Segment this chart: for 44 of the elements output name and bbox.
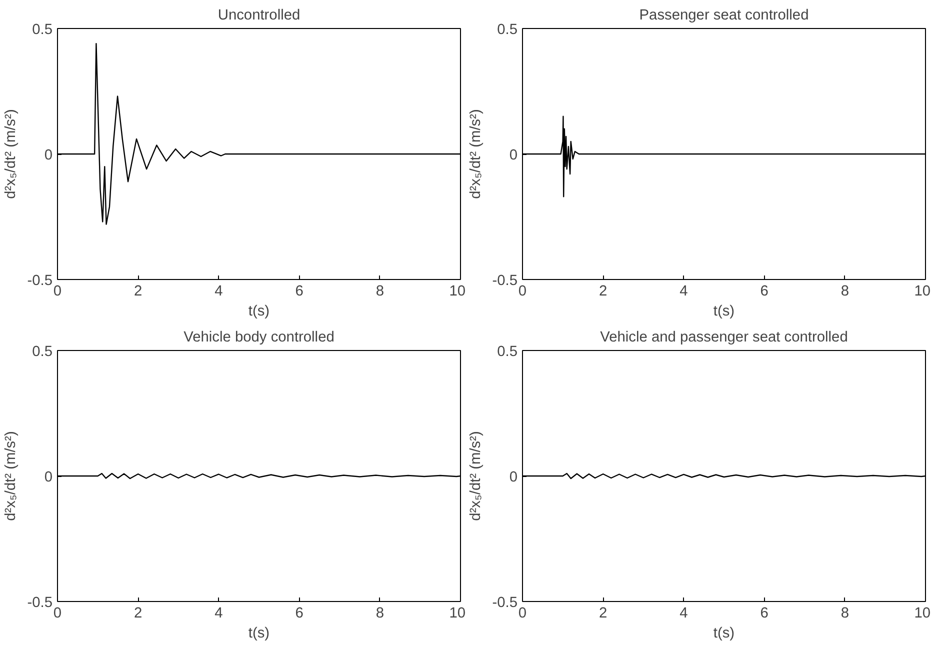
chart-title: Uncontrolled xyxy=(218,8,300,24)
x-tick-label: 10 xyxy=(914,284,931,300)
x-tick-label: 4 xyxy=(214,606,223,622)
x-axis-title: t(s) xyxy=(248,304,270,320)
y-axis-title: d²x₅/dt² (m/s²) xyxy=(468,431,484,521)
x-tick-label: 4 xyxy=(680,284,688,300)
y-tick-label: -0.5 xyxy=(27,273,53,289)
x-tick-label: 6 xyxy=(760,606,768,622)
x-tick-label: 10 xyxy=(914,606,931,622)
x-tick-label: 10 xyxy=(449,606,466,622)
x-tick-label: 2 xyxy=(134,284,142,300)
x-axis-title: t(s) xyxy=(713,626,735,642)
y-axis-title: d²x₅/dt² (m/s²) xyxy=(3,431,20,521)
x-tick-label: 10 xyxy=(449,284,466,300)
x-tick-label: 6 xyxy=(295,284,304,300)
y-tick-label: 0.5 xyxy=(32,344,52,360)
x-tick-label: 8 xyxy=(376,284,384,300)
y-axis-title: d²x₅/dt² (m/s²) xyxy=(468,109,484,199)
y-tick-label: 0.5 xyxy=(32,22,52,38)
y-tick-label: 0 xyxy=(509,470,518,486)
x-tick-label: 6 xyxy=(295,606,304,622)
y-axis-title: d²x₅/dt² (m/s²) xyxy=(3,109,20,199)
x-tick-label: 2 xyxy=(599,606,608,622)
y-tick-label: 0.5 xyxy=(497,22,518,38)
x-tick-label: 4 xyxy=(680,606,688,622)
x-axis-title: t(s) xyxy=(713,304,735,320)
x-tick-label: 4 xyxy=(214,284,223,300)
x-tick-label: 6 xyxy=(760,284,768,300)
x-tick-label: 8 xyxy=(840,284,849,300)
y-tick-label: 0 xyxy=(44,148,53,164)
x-tick-label: 8 xyxy=(376,606,384,622)
x-tick-label: 8 xyxy=(840,606,849,622)
x-tick-label: 2 xyxy=(599,284,608,300)
chart-title: Passenger seat controlled xyxy=(639,8,809,24)
y-tick-label: -0.5 xyxy=(27,595,53,611)
x-tick-label: 2 xyxy=(134,606,142,622)
y-tick-label: -0.5 xyxy=(492,273,518,289)
chart-title: Vehicle and passenger seat controlled xyxy=(600,330,848,346)
y-tick-label: 0.5 xyxy=(497,344,518,360)
y-tick-label: 0 xyxy=(44,470,53,486)
chart-title: Vehicle body controlled xyxy=(184,330,334,346)
y-tick-label: -0.5 xyxy=(492,595,518,611)
y-tick-label: 0 xyxy=(509,148,518,164)
x-axis-title: t(s) xyxy=(248,626,270,642)
